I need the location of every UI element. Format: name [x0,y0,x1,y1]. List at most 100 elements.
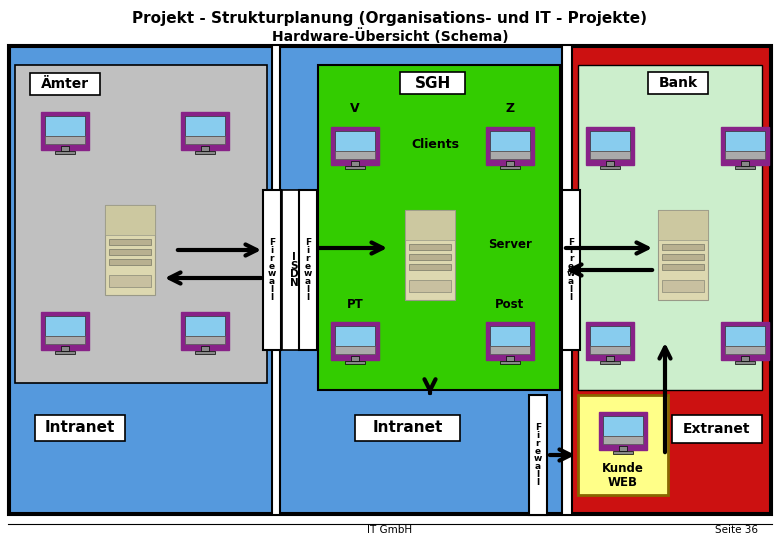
Bar [332,127,378,165]
Bar [45,316,84,335]
Bar [109,275,151,287]
Text: IT GmbH: IT GmbH [367,525,413,535]
Bar [186,316,225,335]
Bar [45,335,84,344]
Bar [195,351,215,354]
Text: Extranet: Extranet [683,422,750,436]
Bar [345,166,365,169]
Text: Kunde
WEB: Kunde WEB [602,462,644,489]
Bar [405,210,455,240]
Text: Z: Z [505,102,515,114]
Bar [735,361,755,364]
Bar [280,47,562,513]
Text: Intranet: Intranet [372,421,443,435]
Text: SGH: SGH [414,76,451,91]
Bar [604,416,643,436]
Bar [578,395,668,495]
Bar [355,415,460,441]
Bar [186,335,225,344]
Bar [182,112,229,150]
Text: PT: PT [346,299,363,312]
Bar [741,161,749,166]
Text: I
S
D
N: I S D N [289,252,299,288]
Bar [186,116,225,136]
Bar [35,415,125,441]
Bar [500,361,520,364]
Bar [487,322,534,360]
Bar [725,151,764,159]
Bar [658,210,708,240]
Bar [491,131,530,151]
Bar [400,72,465,94]
Bar [722,322,768,360]
Bar [590,346,629,354]
Bar [487,127,534,165]
Text: Bank: Bank [658,76,697,90]
Bar [409,244,451,250]
Bar [109,259,151,265]
Bar [600,166,620,169]
Text: Seite 36: Seite 36 [715,525,758,535]
Bar [182,312,229,350]
Bar [55,151,75,154]
Bar [672,415,762,443]
Bar [332,322,378,360]
Bar [648,72,708,94]
Bar [15,65,267,383]
Bar [30,73,100,95]
Bar [335,346,374,354]
Bar [606,356,614,361]
Bar [61,146,69,151]
Bar [491,151,530,159]
Bar [105,205,155,235]
Bar [606,161,614,166]
Bar [409,254,451,260]
Bar [662,254,704,260]
Bar [45,136,84,144]
Bar [105,205,155,295]
Bar [195,151,215,154]
Bar [658,210,708,300]
Bar [351,356,359,361]
Bar [587,322,633,360]
Bar [299,190,317,350]
Bar [722,127,768,165]
Bar [335,326,374,346]
Bar [662,244,704,250]
Bar [282,190,306,350]
Bar [335,151,374,159]
Bar [604,436,643,444]
Bar [109,239,151,245]
Bar [201,146,209,151]
Bar [500,166,520,169]
Bar [351,161,359,166]
Bar [109,249,151,255]
Bar [725,346,764,354]
Bar [725,326,764,346]
Bar [662,264,704,270]
Text: Hardware-Übersicht (Schema): Hardware-Übersicht (Schema) [271,28,509,44]
Text: F
i
r
e
w
a
l
l: F i r e w a l l [534,423,542,487]
Bar [613,451,633,454]
Text: F
i
r
e
w
a
l
l: F i r e w a l l [304,238,312,302]
Bar [318,65,560,390]
Bar [345,361,365,364]
Bar [201,346,209,351]
Bar [506,356,514,361]
Bar [587,127,633,165]
Bar [409,264,451,270]
Bar [61,346,69,351]
Bar [572,47,770,513]
Text: F
i
r
e
w
a
l
l: F i r e w a l l [268,238,276,302]
Text: Post: Post [495,299,525,312]
Bar [529,395,547,515]
Bar [662,280,704,292]
Bar [409,280,451,292]
Bar [45,116,84,136]
Bar [590,131,629,151]
Bar [10,47,272,513]
Bar [725,131,764,151]
Bar [335,131,374,151]
Bar [735,166,755,169]
Text: Clients: Clients [411,138,459,152]
